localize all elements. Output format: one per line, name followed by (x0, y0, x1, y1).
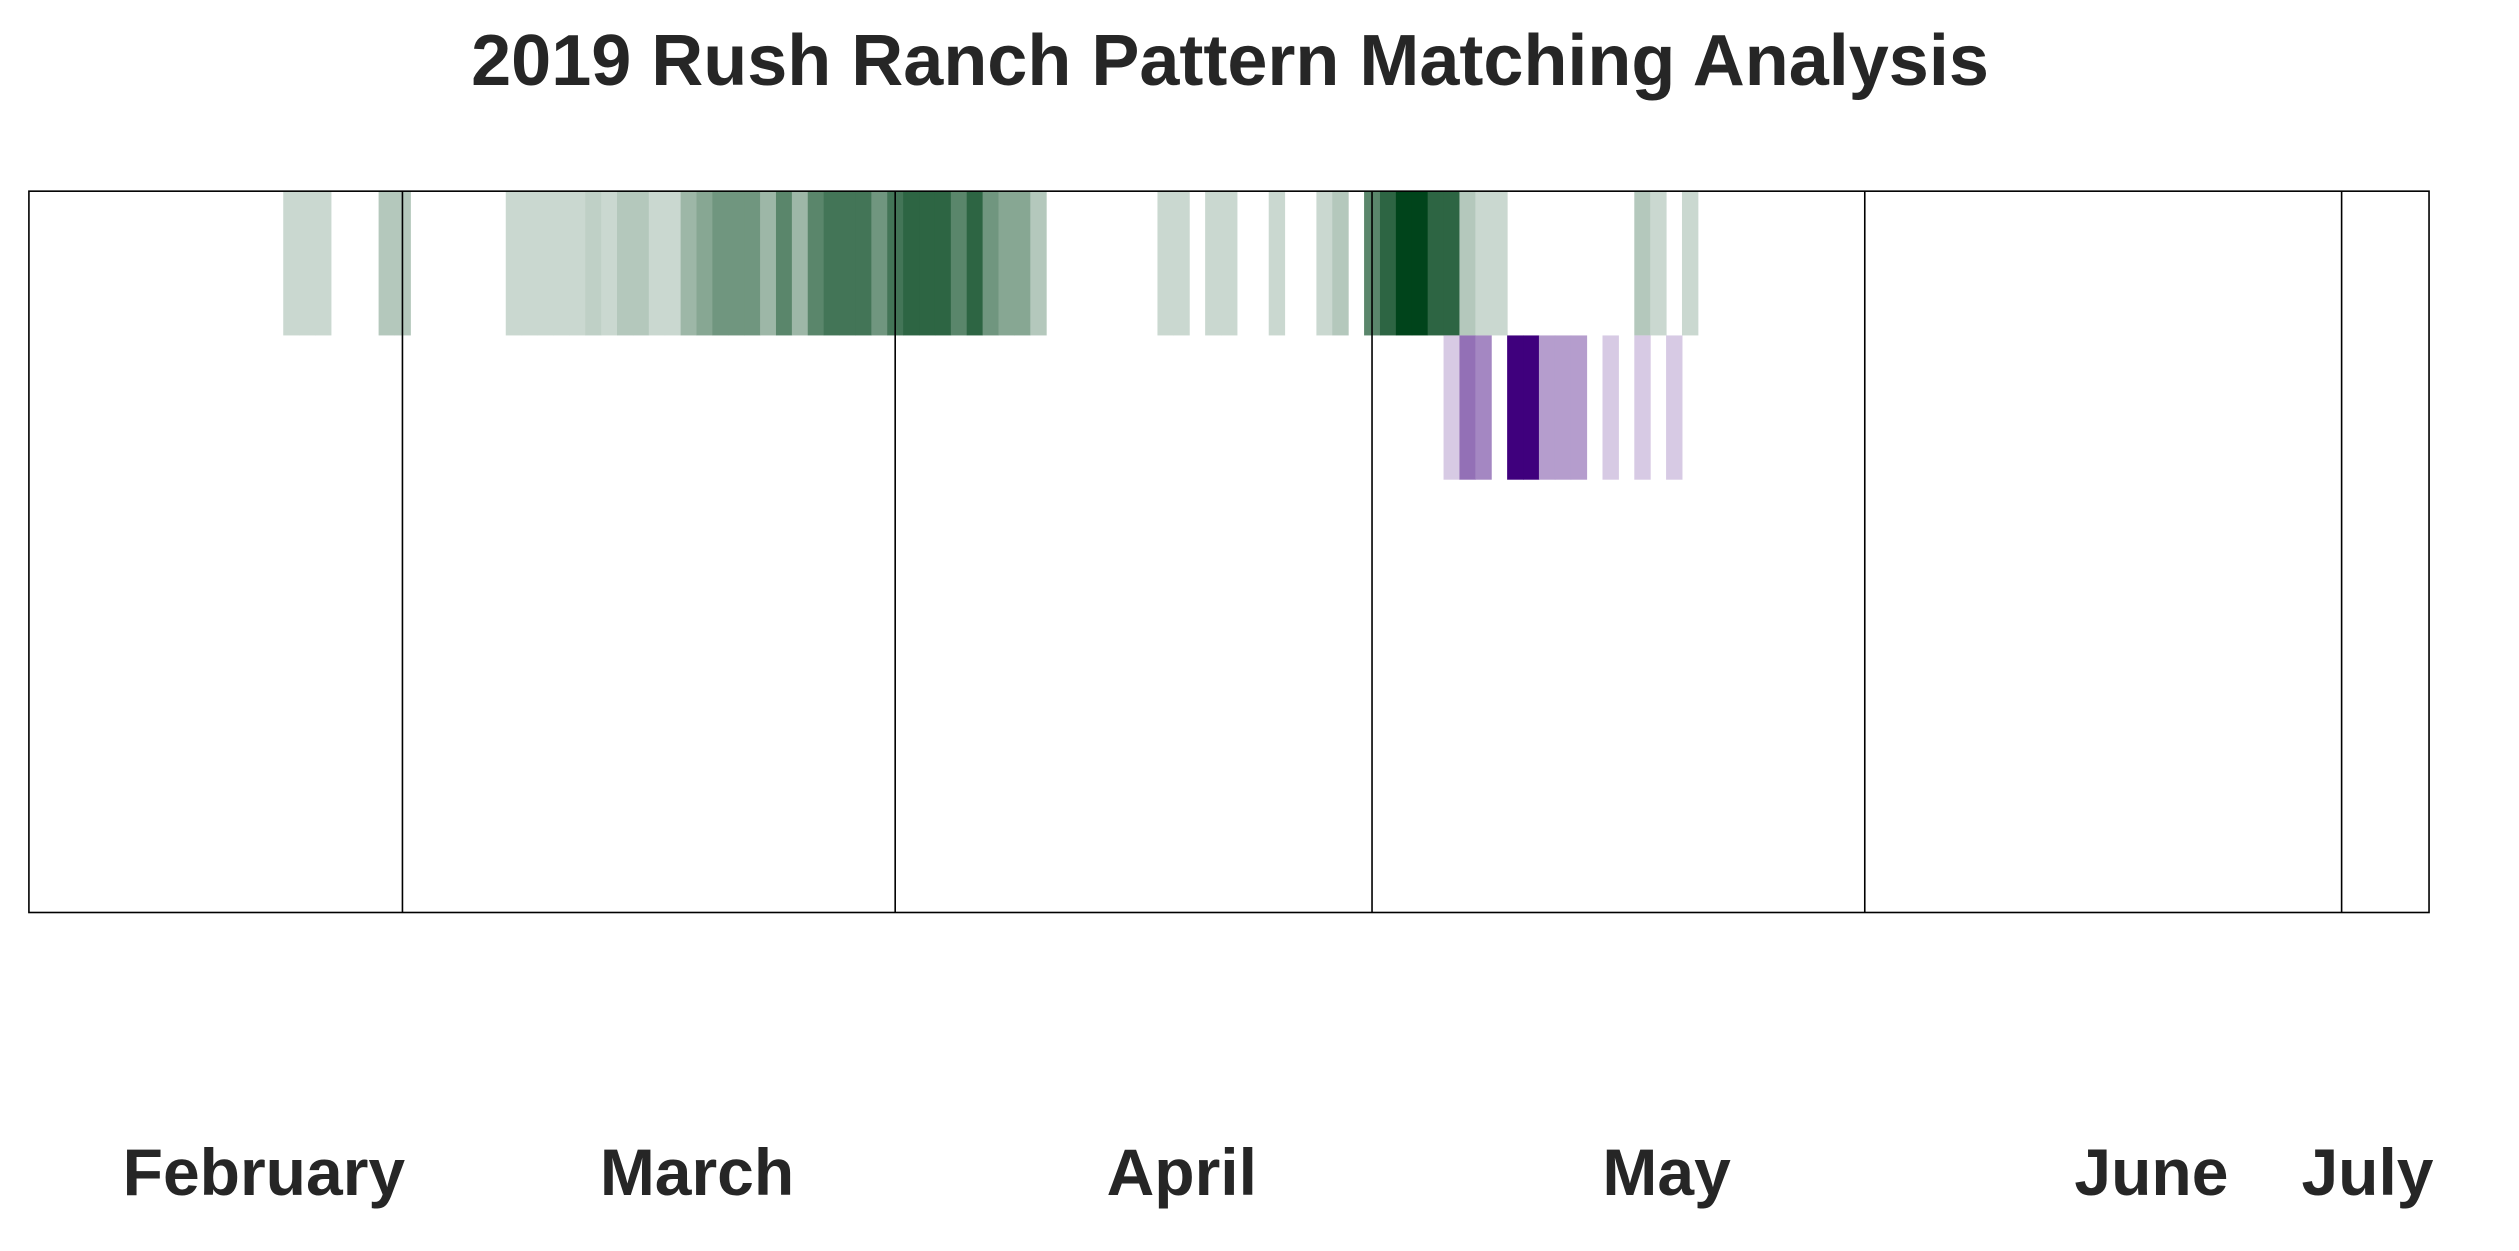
heat-cell (648, 191, 666, 336)
heat-cell (1443, 335, 1460, 480)
heat-cell (696, 191, 713, 336)
heat-cell (1554, 335, 1572, 480)
heat-cell (1221, 191, 1238, 336)
heat-cell (617, 191, 634, 336)
x-tick-label: April (1107, 1135, 1257, 1209)
chart-title: 2019 Rush Ranch Pattern Matching Analysi… (471, 21, 1989, 101)
heat-cell (1634, 335, 1651, 480)
heat-cell (315, 191, 332, 336)
heat-cell (807, 191, 825, 336)
heat-cell (1157, 191, 1174, 336)
heat-cell (1602, 335, 1619, 480)
heat-cell (1014, 191, 1031, 336)
heat-cell (569, 191, 586, 336)
heat-cell (1332, 191, 1349, 336)
heat-cell (1666, 335, 1683, 480)
heat-cell (871, 191, 888, 336)
heat-cell (1459, 191, 1476, 336)
heat-cell (1316, 191, 1333, 336)
heat-cell (966, 191, 984, 336)
heat-cell (903, 191, 920, 336)
heat-cell (601, 191, 618, 336)
heat-cell (934, 191, 952, 336)
x-tick-label: May (1602, 1135, 1731, 1209)
heat-cell (728, 191, 745, 336)
heat-cell (855, 191, 872, 336)
x-tick-label: July (2301, 1135, 2433, 1209)
heat-cell (839, 191, 856, 336)
heat-cell (1507, 335, 1524, 480)
heat-cell (1634, 191, 1651, 336)
heat-cell (1173, 191, 1190, 336)
plot-frame (28, 190, 2430, 914)
heat-cell (760, 191, 777, 336)
heat-cell (1570, 335, 1588, 480)
heat-cell (1030, 191, 1047, 336)
heat-cell (1205, 191, 1222, 336)
heat-cell (378, 191, 395, 336)
heat-cell (1427, 191, 1445, 336)
x-tick-label: March (600, 1135, 794, 1209)
heat-cell (1523, 335, 1540, 480)
heat-cell (1459, 335, 1476, 480)
heat-cell (1475, 191, 1492, 336)
heat-cell (1411, 191, 1429, 336)
heat-cell (998, 191, 1015, 336)
x-tick-label: February (123, 1135, 406, 1209)
heat-cell (680, 191, 697, 336)
heat-cell (712, 191, 729, 336)
heat-cell (632, 191, 650, 336)
heat-cell (1650, 191, 1667, 336)
heat-cell (775, 191, 793, 336)
heat-cell (1475, 335, 1492, 480)
heat-cell (1379, 191, 1397, 336)
heat-cell (537, 191, 554, 336)
heat-cell (283, 191, 300, 336)
heat-cell (505, 191, 523, 336)
heat-cell (664, 191, 682, 336)
heat-cell (299, 191, 316, 336)
heat-cell (823, 191, 841, 336)
heat-cell (1681, 191, 1699, 336)
heat-cell (553, 191, 570, 336)
heat-cell (982, 191, 1000, 336)
heat-cell (521, 191, 539, 336)
heat-cell (1268, 191, 1286, 336)
x-tick-label: June (2074, 1135, 2228, 1209)
heat-cell (1443, 191, 1460, 336)
heat-cell (791, 191, 809, 336)
heat-cell (1538, 335, 1556, 480)
heat-cell (1491, 191, 1508, 336)
heat-cell (919, 191, 936, 336)
heat-cell (585, 191, 602, 336)
heat-cell (744, 191, 761, 336)
heat-cell (1395, 191, 1413, 336)
heat-cell (950, 191, 968, 336)
